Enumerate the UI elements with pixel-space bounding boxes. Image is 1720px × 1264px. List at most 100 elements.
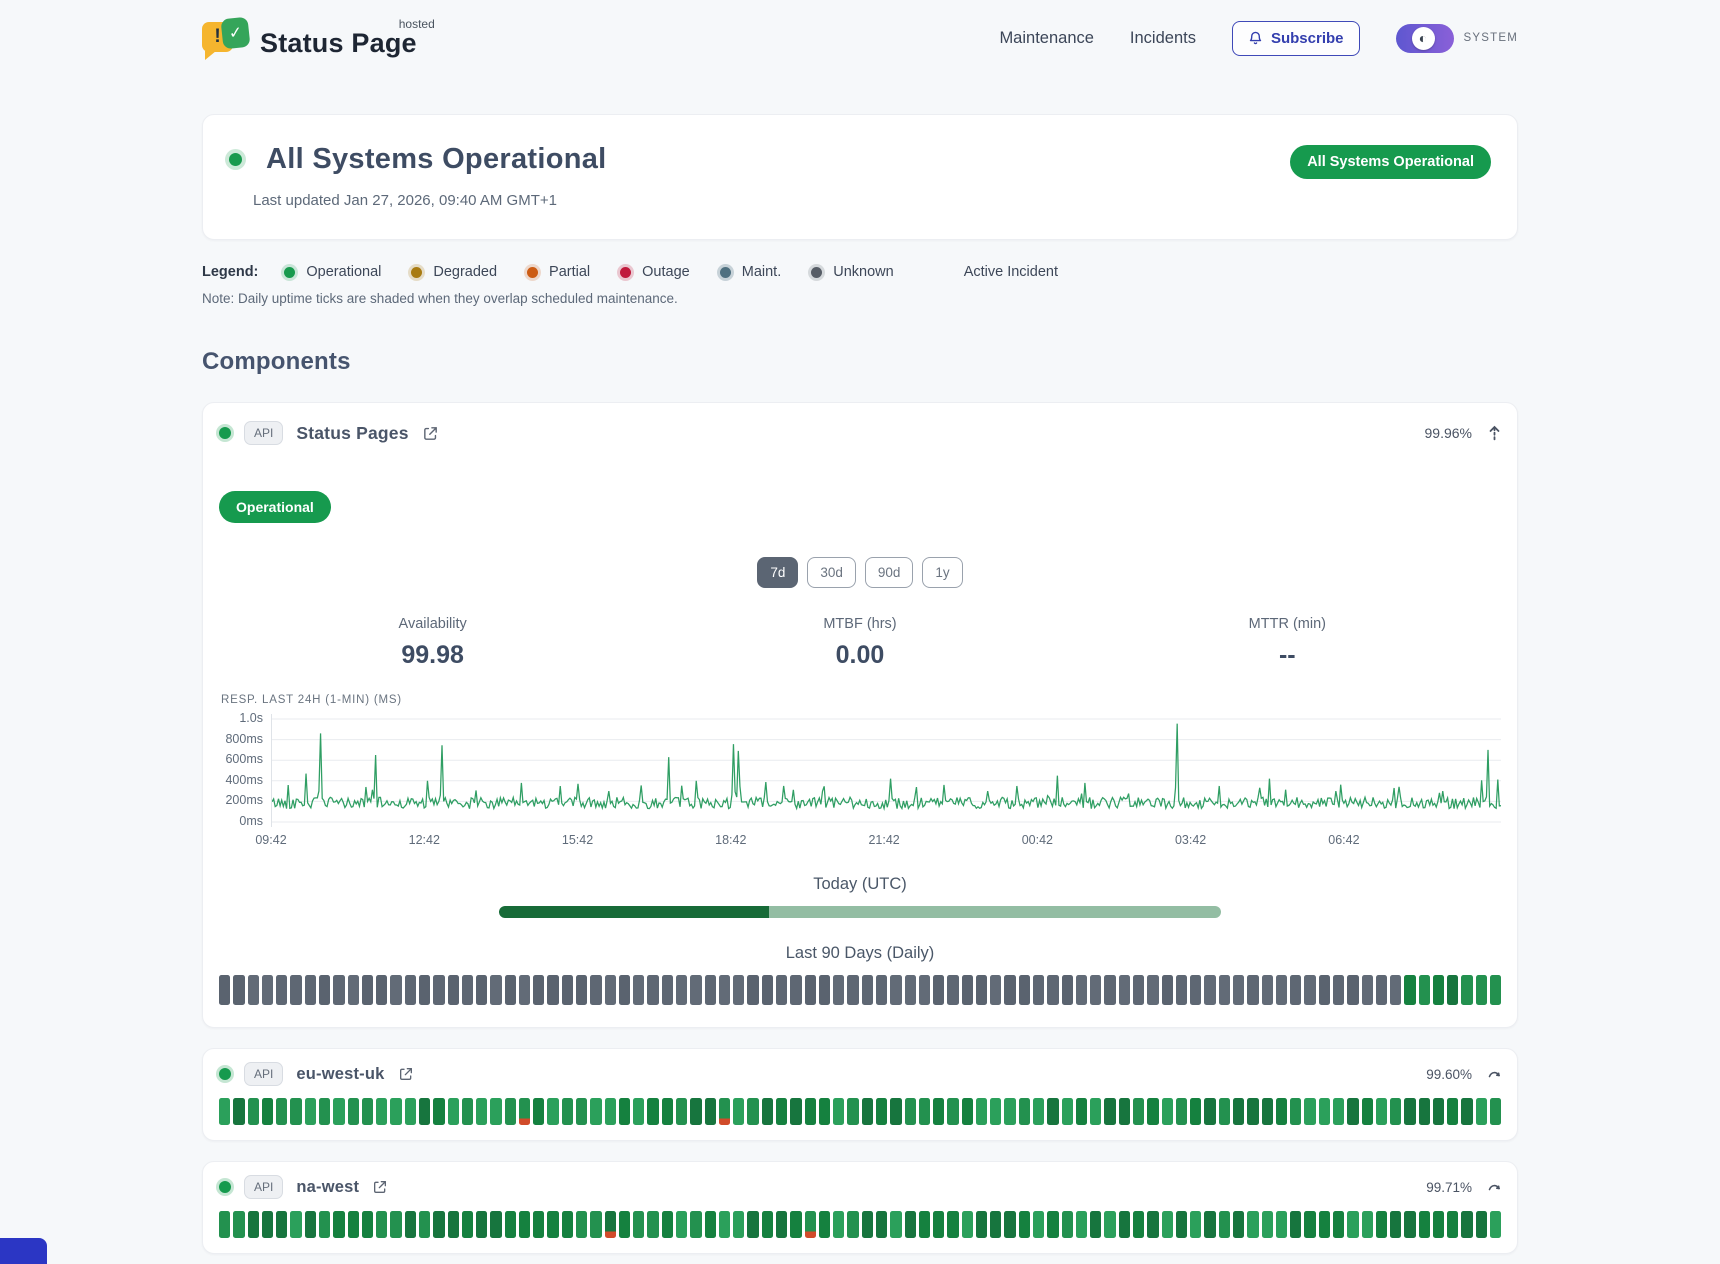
uptime-tick[interactable] bbox=[1061, 1098, 1073, 1125]
uptime-tick[interactable] bbox=[1290, 975, 1302, 1005]
uptime-tick[interactable] bbox=[818, 1098, 831, 1125]
uptime-tick[interactable] bbox=[318, 1098, 331, 1125]
uptime-tick[interactable] bbox=[775, 1211, 788, 1238]
uptime-tick[interactable] bbox=[576, 1211, 588, 1238]
uptime-tick[interactable] bbox=[761, 1211, 773, 1238]
uptime-tick[interactable] bbox=[219, 1098, 231, 1125]
uptime-tick[interactable] bbox=[261, 1211, 274, 1238]
uptime-tick[interactable] bbox=[504, 975, 516, 1005]
uptime-tick[interactable] bbox=[761, 1098, 773, 1125]
uptime-tick[interactable] bbox=[947, 1211, 959, 1238]
uptime-tick[interactable] bbox=[747, 975, 759, 1005]
uptime-tick[interactable] bbox=[447, 975, 459, 1005]
range-button-7d[interactable]: 7d bbox=[757, 557, 799, 588]
uptime-tick[interactable] bbox=[576, 1098, 588, 1125]
uptime-tick[interactable] bbox=[347, 975, 359, 1005]
uptime-tick[interactable] bbox=[1104, 975, 1116, 1005]
uptime-tick[interactable] bbox=[290, 975, 302, 1005]
arrow-up-dotted-icon[interactable] bbox=[1488, 425, 1501, 442]
uptime-tick[interactable] bbox=[1075, 1098, 1088, 1125]
uptime-tick[interactable] bbox=[961, 1211, 973, 1238]
uptime-tick[interactable] bbox=[533, 1098, 545, 1125]
uptime-tick[interactable] bbox=[1404, 975, 1416, 1005]
uptime-tick[interactable] bbox=[461, 1211, 474, 1238]
uptime-tick[interactable] bbox=[804, 975, 816, 1005]
theme-toggle[interactable]: ◐ bbox=[1395, 23, 1454, 53]
uptime-tick[interactable] bbox=[1261, 975, 1273, 1005]
uptime-tick[interactable] bbox=[1447, 975, 1459, 1005]
uptime-tick[interactable] bbox=[790, 1098, 802, 1125]
uptime-tick[interactable] bbox=[775, 1098, 788, 1125]
uptime-tick[interactable] bbox=[504, 1211, 516, 1238]
uptime-tick[interactable] bbox=[490, 975, 502, 1005]
uptime-tick[interactable] bbox=[775, 975, 788, 1005]
uptime-tick[interactable] bbox=[476, 1211, 488, 1238]
uptime-tick[interactable] bbox=[904, 975, 916, 1005]
uptime-tick[interactable] bbox=[690, 1098, 702, 1125]
uptime-tick[interactable] bbox=[633, 1098, 645, 1125]
uptime-tick[interactable] bbox=[1232, 1098, 1245, 1125]
uptime-tick[interactable] bbox=[1133, 975, 1145, 1005]
uptime-tick[interactable] bbox=[933, 1211, 945, 1238]
uptime-tick[interactable] bbox=[676, 975, 688, 1005]
uptime-tick[interactable] bbox=[1047, 1098, 1059, 1125]
uptime-tick[interactable] bbox=[647, 1098, 659, 1125]
nav-incidents[interactable]: Incidents bbox=[1129, 28, 1196, 47]
uptime-tick[interactable] bbox=[1375, 1211, 1388, 1238]
uptime-tick[interactable] bbox=[1133, 1098, 1145, 1125]
uptime-tick[interactable] bbox=[1475, 1211, 1488, 1238]
uptime-tick[interactable] bbox=[418, 975, 431, 1005]
uptime-tick[interactable] bbox=[1033, 1098, 1045, 1125]
uptime-tick[interactable] bbox=[1018, 1211, 1031, 1238]
uptime-tick[interactable] bbox=[947, 975, 959, 1005]
uptime-tick[interactable] bbox=[233, 1211, 245, 1238]
uptime-tick[interactable] bbox=[990, 975, 1002, 1005]
uptime-tick[interactable] bbox=[1318, 975, 1330, 1005]
uptime-tick[interactable] bbox=[1475, 1098, 1488, 1125]
uptime-tick[interactable] bbox=[704, 975, 716, 1005]
uptime-tick[interactable] bbox=[1161, 1211, 1173, 1238]
uptime-tick[interactable] bbox=[404, 1098, 416, 1125]
uptime-tick[interactable] bbox=[1218, 975, 1230, 1005]
uptime-tick[interactable] bbox=[647, 975, 659, 1005]
uptime-tick[interactable] bbox=[1304, 975, 1316, 1005]
uptime-tick[interactable] bbox=[1275, 1211, 1288, 1238]
uptime-tick[interactable] bbox=[1218, 1098, 1230, 1125]
uptime-tick[interactable] bbox=[975, 1098, 988, 1125]
uptime-tick[interactable] bbox=[376, 975, 388, 1005]
uptime-tick[interactable] bbox=[1275, 975, 1288, 1005]
uptime-tick[interactable] bbox=[261, 1098, 274, 1125]
uptime-tick[interactable] bbox=[361, 975, 374, 1005]
uptime-tick[interactable] bbox=[833, 975, 845, 1005]
uptime-tick[interactable] bbox=[790, 1211, 802, 1238]
uptime-tick[interactable] bbox=[1018, 975, 1031, 1005]
uptime-tick[interactable] bbox=[1432, 975, 1445, 1005]
uptime-tick[interactable] bbox=[1461, 1098, 1473, 1125]
uptime-tick[interactable] bbox=[547, 1211, 559, 1238]
uptime-tick[interactable] bbox=[875, 1098, 888, 1125]
uptime-tick[interactable] bbox=[1404, 1098, 1416, 1125]
uptime-tick[interactable] bbox=[233, 975, 245, 1005]
uptime-tick[interactable] bbox=[304, 1211, 316, 1238]
uptime-tick[interactable] bbox=[1175, 1211, 1188, 1238]
uptime-tick[interactable] bbox=[418, 1211, 431, 1238]
uptime-tick[interactable] bbox=[518, 975, 531, 1005]
uptime-tick[interactable] bbox=[961, 1098, 973, 1125]
uptime-tick[interactable] bbox=[247, 975, 259, 1005]
uptime-tick[interactable] bbox=[333, 1211, 345, 1238]
uptime-tick[interactable] bbox=[504, 1098, 516, 1125]
uptime-tick[interactable] bbox=[1304, 1211, 1316, 1238]
uptime-tick[interactable] bbox=[1318, 1211, 1330, 1238]
uptime-tick[interactable] bbox=[1432, 1211, 1445, 1238]
uptime-tick[interactable] bbox=[333, 1098, 345, 1125]
uptime-tick[interactable] bbox=[219, 975, 231, 1005]
uptime-tick[interactable] bbox=[975, 1211, 988, 1238]
collapse-curve-icon[interactable] bbox=[1488, 1182, 1501, 1193]
uptime-tick[interactable] bbox=[961, 975, 973, 1005]
uptime-tick[interactable] bbox=[1190, 1098, 1202, 1125]
uptime-tick[interactable] bbox=[476, 1098, 488, 1125]
uptime-tick[interactable] bbox=[447, 1211, 459, 1238]
uptime-tick[interactable] bbox=[1247, 975, 1259, 1005]
uptime-tick[interactable] bbox=[1047, 1211, 1059, 1238]
uptime-tick[interactable] bbox=[1004, 975, 1016, 1005]
